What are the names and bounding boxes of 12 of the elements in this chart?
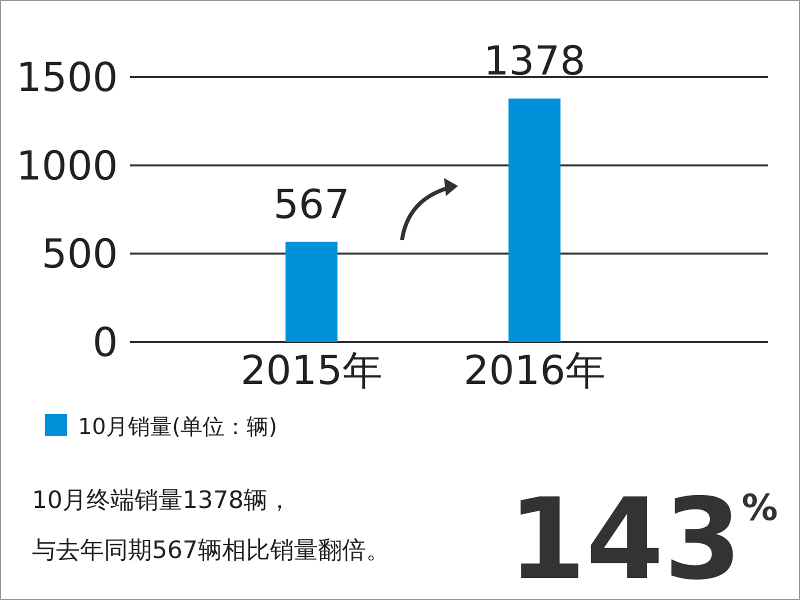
y-tick-label: 1000 xyxy=(16,143,118,190)
y-tick-label: 0 xyxy=(92,320,118,366)
text: 143$^{%}$ xyxy=(508,475,778,600)
data-label: 567 xyxy=(273,182,350,228)
x-tick-label: 2016年 xyxy=(464,348,606,394)
y-tick-label: 1500 xyxy=(16,55,118,101)
y-tick-label: 500 xyxy=(42,232,118,278)
legend-label: 10月销量(单位：辆) xyxy=(78,415,278,440)
text: 10月终端销量1378辆， xyxy=(32,486,292,514)
text: 与去年同期567辆相比销量翻倍。 xyxy=(32,536,390,564)
x-tick-label: 2015年 xyxy=(240,348,382,394)
data-label: 1378 xyxy=(484,38,586,85)
